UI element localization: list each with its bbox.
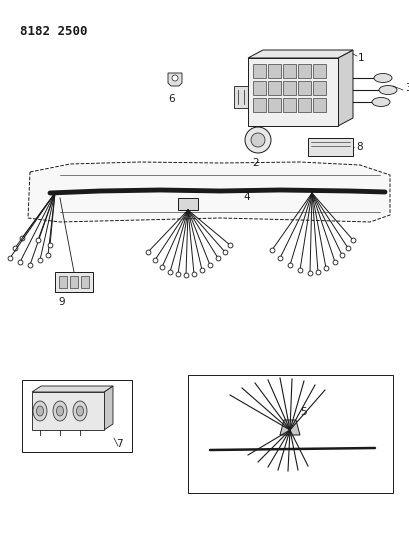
Bar	[252, 98, 265, 112]
Text: 2: 2	[252, 158, 258, 168]
Bar	[282, 98, 295, 112]
Bar	[267, 81, 280, 95]
Circle shape	[245, 127, 270, 153]
Text: 5: 5	[299, 407, 306, 417]
Bar	[282, 64, 295, 78]
Bar	[312, 81, 325, 95]
Text: 8: 8	[355, 142, 362, 152]
Polygon shape	[32, 386, 113, 392]
Text: 9: 9	[58, 297, 65, 307]
Ellipse shape	[33, 401, 47, 421]
Text: 6: 6	[168, 94, 175, 104]
Bar	[22, 380, 132, 452]
Circle shape	[172, 75, 178, 81]
Text: 3: 3	[404, 83, 409, 93]
Bar	[55, 272, 93, 292]
Bar	[312, 98, 325, 112]
Ellipse shape	[378, 85, 396, 94]
Ellipse shape	[53, 401, 67, 421]
Polygon shape	[104, 386, 113, 430]
Ellipse shape	[371, 98, 389, 107]
Polygon shape	[337, 50, 352, 126]
Polygon shape	[279, 420, 299, 435]
Bar	[297, 98, 310, 112]
Bar	[252, 64, 265, 78]
Bar	[252, 81, 265, 95]
Polygon shape	[28, 162, 389, 222]
Ellipse shape	[73, 401, 87, 421]
Bar	[178, 198, 198, 210]
Bar	[307, 138, 352, 156]
Polygon shape	[168, 73, 182, 86]
Ellipse shape	[56, 406, 63, 416]
Bar	[59, 276, 67, 288]
Bar	[32, 392, 104, 430]
Bar	[234, 86, 247, 108]
Ellipse shape	[373, 74, 391, 83]
Bar	[247, 58, 337, 126]
Bar	[297, 64, 310, 78]
Ellipse shape	[36, 406, 43, 416]
Bar	[188, 375, 392, 493]
Text: 4: 4	[243, 192, 249, 202]
Text: 1: 1	[357, 53, 364, 63]
Bar	[81, 276, 89, 288]
Bar	[312, 64, 325, 78]
Text: 7: 7	[116, 439, 122, 449]
Circle shape	[250, 133, 264, 147]
Ellipse shape	[76, 406, 83, 416]
Bar	[267, 64, 280, 78]
Bar	[282, 81, 295, 95]
Bar	[70, 276, 78, 288]
Polygon shape	[247, 50, 352, 58]
Text: 8182 2500: 8182 2500	[20, 25, 87, 38]
Bar	[267, 98, 280, 112]
Bar	[297, 81, 310, 95]
